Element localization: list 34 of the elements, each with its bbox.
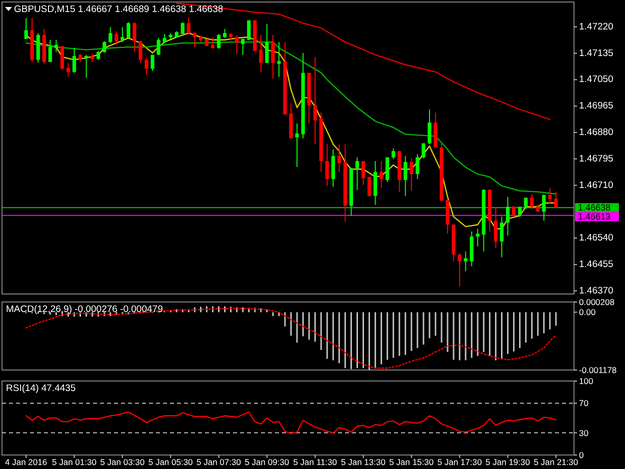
y-tick-label: 30: [579, 428, 589, 438]
x-tick-label: 5 Jan 05:30: [148, 457, 194, 467]
y-tick-label: 1.46540: [579, 232, 614, 244]
y-tick-label: 1.46370: [579, 285, 614, 296]
chart-title: RSI(14) 47.4435: [6, 383, 76, 394]
y-tick-label: 1.46455: [579, 258, 614, 270]
y-tick-label: 70: [579, 398, 589, 408]
x-tick-label: 5 Jan 03:30: [100, 457, 145, 467]
y-tick-label: 1.46965: [579, 100, 614, 112]
y-tick-label: 1.47050: [579, 74, 614, 86]
x-tick-label: 5 Jan 09:30: [244, 457, 290, 467]
y-tick-label: 0: [579, 450, 584, 460]
y-tick-label: 100: [579, 376, 594, 386]
y-tick-label: 0.00: [579, 307, 596, 318]
x-tick-label: 5 Jan 13:30: [341, 457, 386, 467]
x-tick-label: 5 Jan 17:30: [437, 457, 482, 467]
ref-line-label: 1.46613: [578, 212, 611, 222]
y-tick-label: -0.001178: [579, 365, 617, 375]
x-tick-label: 5 Jan 07:30: [196, 457, 242, 467]
y-tick-label: 1.46795: [579, 153, 614, 164]
chart-title: MACD(12,26,9) -0.000276 -0.000479: [6, 304, 163, 315]
y-tick-label: 1.46710: [579, 180, 614, 191]
ref-line-label: 1.46638: [578, 202, 611, 213]
x-tick-label: 5 Jan 19:30: [486, 457, 530, 467]
x-tick-label: 5 Jan 11:30: [293, 457, 338, 467]
y-tick-label: 1.46880: [579, 126, 614, 138]
x-tick-label: 5 Jan 15:30: [389, 457, 434, 467]
y-tick-label: 1.47220: [579, 21, 614, 32]
x-tick-label: 4 Jan 2016: [5, 457, 48, 467]
chart-title: GBPUSD,M15 1.46667 1.46689 1.46638 1.46638: [14, 4, 224, 15]
y-tick-label: 0.000208: [579, 297, 615, 307]
x-tick-label: 5 Jan 21:30: [534, 457, 578, 467]
y-tick-label: 1.47135: [579, 48, 614, 59]
x-tick-label: 5 Jan 01:30: [52, 457, 97, 467]
